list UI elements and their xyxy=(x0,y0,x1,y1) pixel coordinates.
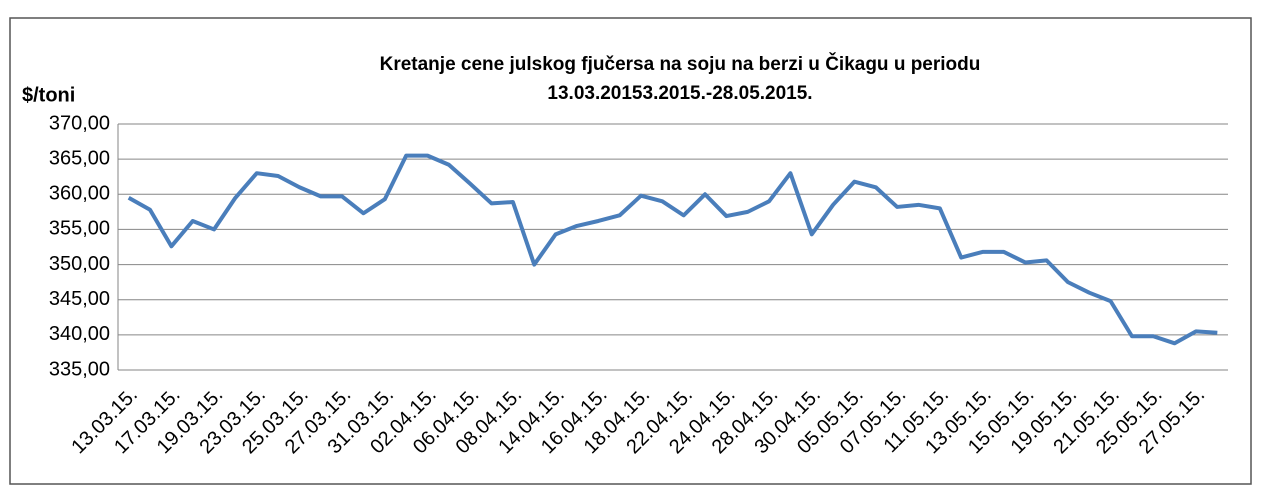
y-tick-label: 350,00 xyxy=(49,253,110,275)
chart-border xyxy=(9,17,1252,485)
chart-title: 13.03.20153.2015.-28.05.2015. xyxy=(547,83,812,104)
y-tick-label: 365,00 xyxy=(49,147,110,169)
line-series xyxy=(127,153,1218,346)
y-tick-label: 335,00 xyxy=(49,358,110,380)
chart-title: Kretanje cene julskog fjučersa na soju n… xyxy=(380,53,981,75)
y-tick-label: 345,00 xyxy=(49,288,110,310)
y-tick-label: 355,00 xyxy=(49,218,110,240)
y-tick-label: 360,00 xyxy=(49,183,110,205)
y-tick-label: 340,00 xyxy=(49,323,110,345)
y-tick-label: 370,00 xyxy=(49,112,110,134)
y-axis-label: $/toni xyxy=(22,84,75,106)
